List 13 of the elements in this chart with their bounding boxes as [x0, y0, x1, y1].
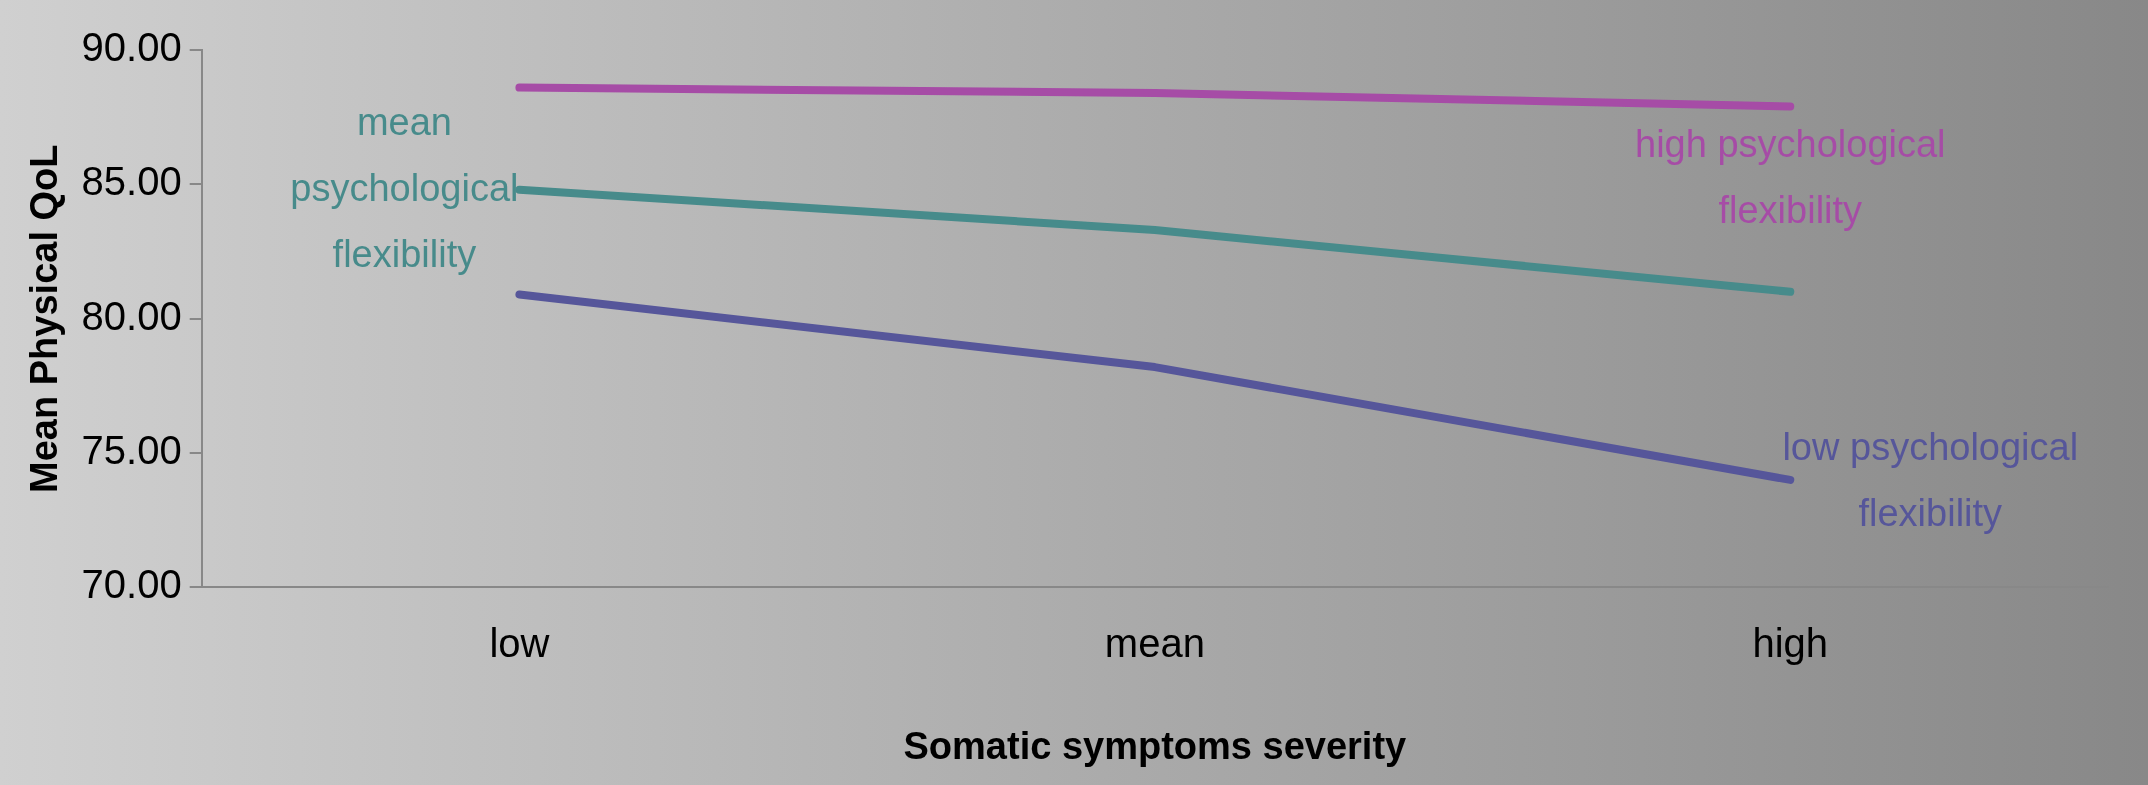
x-tick-label: low	[489, 621, 550, 666]
y-tick-label: 70.00	[81, 562, 182, 607]
series-label: mean psychological flexibility	[290, 101, 519, 276]
y-tick-label: 80.00	[81, 293, 182, 338]
y-tick-label: 85.00	[81, 159, 182, 204]
y-axis-title: Mean Physical QoL	[23, 144, 66, 493]
y-tick-label: 75.00	[81, 428, 182, 473]
x-tick-label: mean	[1104, 621, 1205, 666]
x-axis-title: Somatic symptoms severity	[903, 724, 1407, 767]
series-label: high psychological flexibility	[1635, 122, 1946, 231]
series-label: low psychological flexibility	[1782, 426, 2079, 535]
y-tick-label: 90.00	[81, 25, 182, 70]
x-tick-label: high	[1752, 621, 1829, 666]
